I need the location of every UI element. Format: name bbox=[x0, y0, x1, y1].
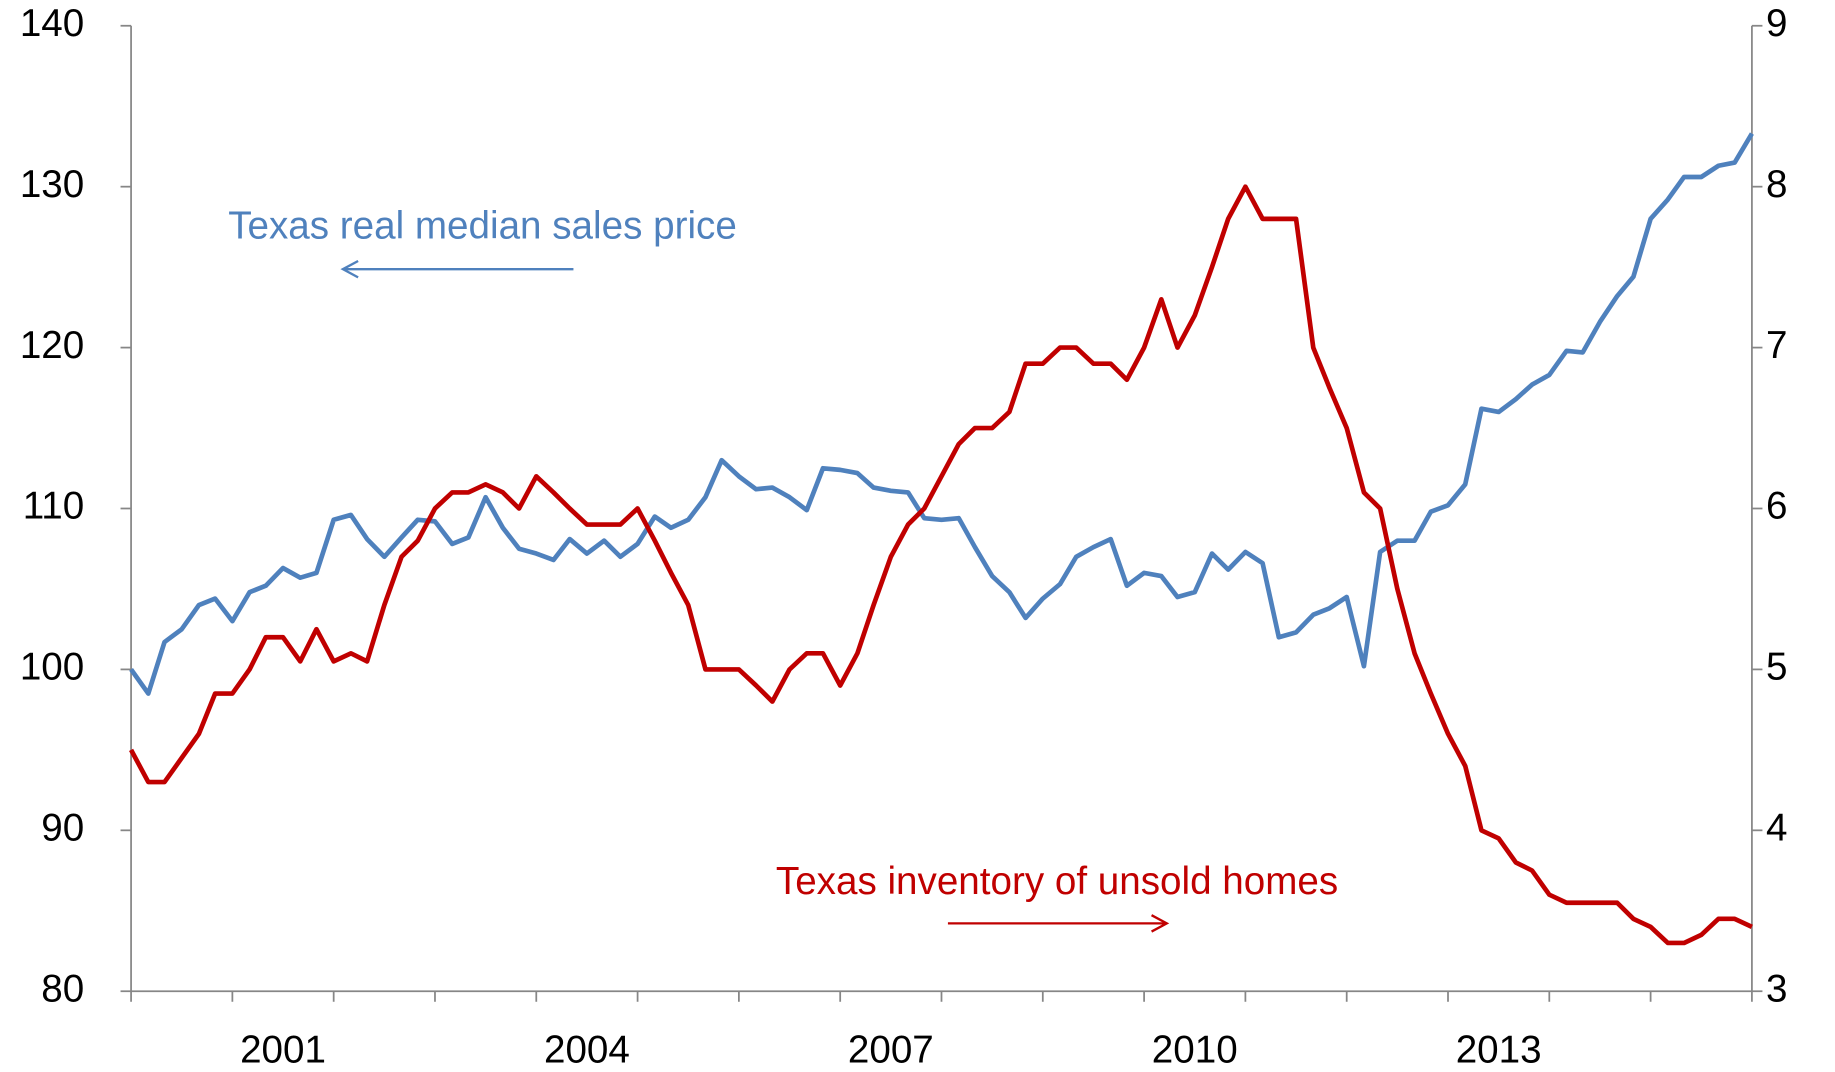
x-tick-label: 2001 bbox=[240, 1028, 326, 1071]
y-tick-label: 140 bbox=[20, 2, 84, 45]
y2-tick-label: 3 bbox=[1766, 967, 1787, 1010]
x-tick-label: 2007 bbox=[848, 1028, 934, 1071]
x-tick-label: 2004 bbox=[544, 1028, 630, 1071]
y-tick-label: 100 bbox=[20, 646, 84, 689]
series-line bbox=[129, 184, 1753, 946]
y-tick-label: 120 bbox=[20, 324, 84, 367]
y-tick-label: 90 bbox=[41, 807, 84, 850]
y2-tick-label: 7 bbox=[1766, 324, 1787, 367]
arrow-head bbox=[1151, 914, 1170, 933]
annotation: Texas inventory of unsold homes bbox=[776, 860, 1338, 903]
y2-tick-label: 5 bbox=[1766, 646, 1787, 689]
y2-tick-label: 6 bbox=[1766, 485, 1787, 528]
y-tick-label: 80 bbox=[41, 967, 84, 1010]
y-tick-label: 130 bbox=[20, 163, 84, 206]
y2-tick-label: 4 bbox=[1766, 807, 1787, 850]
x-tick-label: 2010 bbox=[1152, 1028, 1238, 1071]
y2-tick-label: 8 bbox=[1766, 163, 1787, 206]
x-tick-label: 2013 bbox=[1456, 1028, 1542, 1071]
y-tick-label: 110 bbox=[23, 485, 85, 528]
y2-tick-label: 9 bbox=[1766, 2, 1787, 45]
annotation: Texas real median sales price bbox=[228, 204, 737, 247]
series-line bbox=[129, 132, 1754, 696]
arrow-head bbox=[340, 259, 359, 279]
